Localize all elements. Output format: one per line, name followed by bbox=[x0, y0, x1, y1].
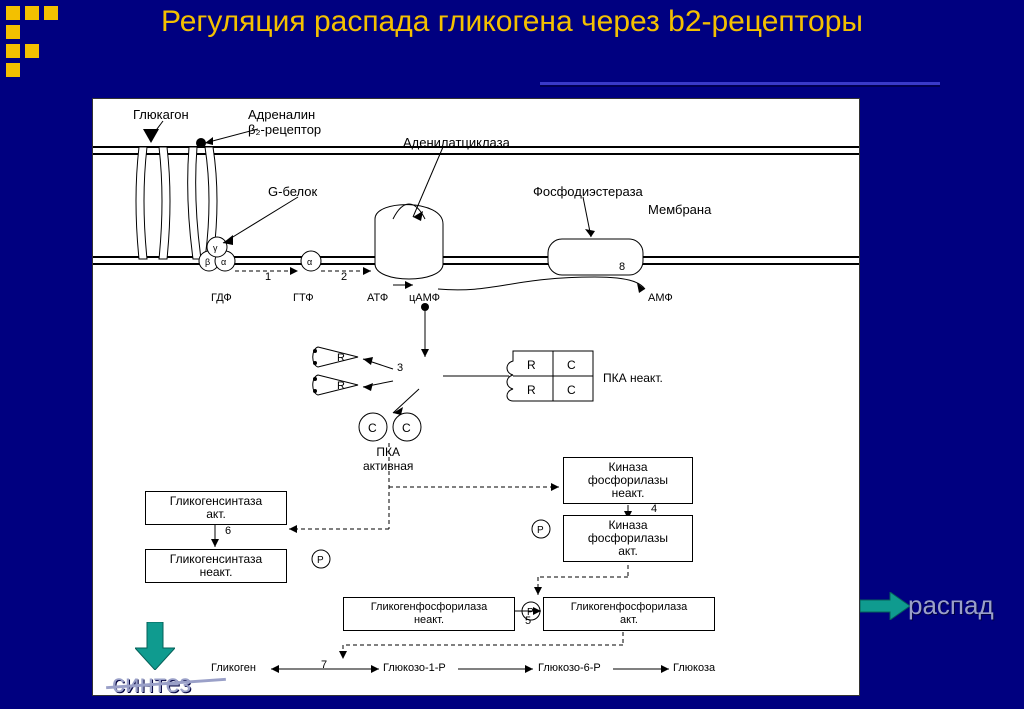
step-3: 3 bbox=[397, 362, 403, 374]
svg-text:α: α bbox=[307, 257, 312, 267]
box-gpase-active: Гликогенфосфорилаза акт. bbox=[543, 597, 715, 631]
box-kinase-inactive: Киназа фосфорилазы неакт. bbox=[563, 457, 693, 504]
svg-text:P: P bbox=[537, 525, 544, 536]
step-7: 7 bbox=[321, 659, 327, 671]
svg-text:γ: γ bbox=[213, 243, 218, 253]
box-kinase-active: Киназа фосфорилазы акт. bbox=[563, 515, 693, 562]
svg-text:P: P bbox=[317, 555, 324, 566]
lbl-glycogen: Гликоген bbox=[211, 662, 256, 674]
lbl-adrenaline: Адреналин bbox=[248, 107, 315, 122]
title-underline bbox=[540, 82, 940, 85]
box-gpase-inactive: Гликогенфосфорилаза неакт. bbox=[343, 597, 515, 631]
lbl-gdp: ГДФ bbox=[211, 292, 232, 304]
svg-text:R: R bbox=[527, 358, 536, 372]
word-decay: распад bbox=[908, 590, 994, 621]
svg-text:β: β bbox=[205, 257, 210, 267]
lbl-pde: Фосфодиэстераза bbox=[533, 184, 643, 199]
step-5: 5 bbox=[525, 615, 531, 627]
lbl-b2receptor: β₂-рецептор bbox=[248, 122, 321, 137]
lbl-gtp: ГТФ bbox=[293, 292, 314, 304]
svg-text:R: R bbox=[337, 380, 345, 392]
svg-text:R: R bbox=[337, 352, 345, 364]
lbl-g1p: Глюкозо-1-Р bbox=[383, 662, 446, 674]
lbl-glucagon: Глюкагон bbox=[133, 107, 189, 122]
arrow-synthesis bbox=[135, 622, 175, 670]
slide-title: Регуляция распада гликогена через b2-рец… bbox=[0, 4, 1024, 40]
step-1: 1 bbox=[265, 271, 271, 283]
svg-text:C: C bbox=[402, 421, 411, 435]
lbl-membrane: Мембрана bbox=[648, 202, 711, 217]
lbl-amp: АМФ bbox=[648, 292, 673, 304]
word-synthesis: синтез bbox=[112, 668, 191, 699]
step-8: 8 bbox=[619, 261, 625, 273]
svg-text:R: R bbox=[527, 383, 536, 397]
lbl-glucose: Глюкоза bbox=[673, 662, 715, 674]
lbl-pka-active: ПКА активная bbox=[363, 445, 413, 473]
step-2: 2 bbox=[341, 271, 347, 283]
lbl-camp: цАМФ bbox=[409, 292, 440, 304]
box-gsyn-inactive: Гликогенсинтаза неакт. bbox=[145, 549, 287, 583]
lbl-adenylate: Аденилатциклаза bbox=[403, 135, 510, 150]
box-gsyn-active: Гликогенсинтаза акт. bbox=[145, 491, 287, 525]
step-6: 6 bbox=[225, 525, 231, 537]
lbl-atp: АТФ bbox=[367, 292, 388, 304]
svg-text:C: C bbox=[368, 421, 377, 435]
svg-text:α: α bbox=[221, 257, 226, 267]
arrow-decay bbox=[860, 592, 910, 620]
svg-text:C: C bbox=[567, 383, 576, 397]
lbl-gprotein: G-белок bbox=[268, 184, 317, 199]
svg-text:C: C bbox=[567, 358, 576, 372]
biochemical-diagram: β α γ α R bbox=[92, 98, 860, 696]
lbl-g6p: Глюкозо-6-Р bbox=[538, 662, 601, 674]
step-4: 4 bbox=[651, 503, 657, 515]
lbl-pka-inactive: ПКА неакт. bbox=[603, 371, 663, 385]
